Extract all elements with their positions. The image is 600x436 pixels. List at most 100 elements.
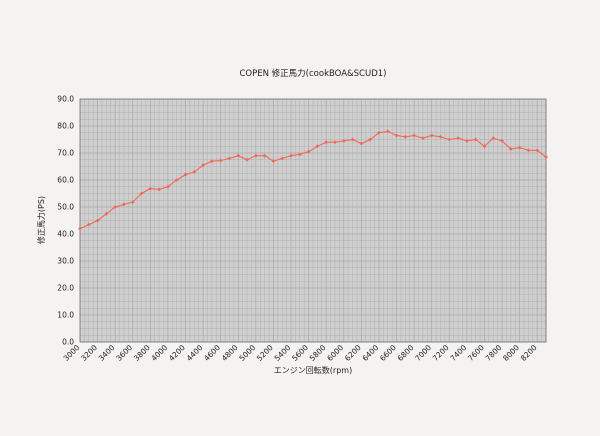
- data-point: [315, 144, 320, 149]
- y-axis-label: 修正馬力(PS): [36, 196, 46, 244]
- series-layer: [78, 129, 548, 231]
- x-tick-labels: 3000320034003600380040004200440046004800…: [62, 343, 539, 363]
- data-point: [139, 191, 144, 196]
- x-tick-label: 6200: [343, 343, 363, 363]
- data-point: [544, 155, 548, 159]
- y-tick-label: 80.0: [57, 122, 74, 131]
- x-tick-label: 6000: [325, 343, 345, 363]
- y-tick-label: 0.0: [62, 338, 74, 347]
- y-tick-label: 60.0: [57, 176, 74, 185]
- data-point: [130, 200, 135, 205]
- x-tick-label: 7200: [431, 343, 451, 363]
- data-point: [201, 163, 205, 168]
- data-point: [508, 147, 513, 151]
- x-tick-label: 4800: [220, 343, 240, 363]
- x-tick-label: 6600: [378, 343, 398, 363]
- x-tick-label: 5200: [255, 343, 275, 363]
- data-point: [209, 159, 214, 163]
- gridlines: [80, 99, 546, 342]
- x-tick-label: 4000: [149, 343, 169, 363]
- data-point: [359, 141, 364, 146]
- data-point: [333, 140, 337, 145]
- data-point: [157, 187, 162, 192]
- data-point: [297, 152, 302, 157]
- data-point: [253, 153, 258, 158]
- data-point: [517, 145, 522, 150]
- data-point: [368, 137, 373, 142]
- data-point: [113, 205, 118, 209]
- data-point: [86, 222, 91, 227]
- data-point: [473, 137, 478, 142]
- data-point: [350, 137, 355, 142]
- data-point: [412, 133, 417, 138]
- data-point: [421, 136, 425, 141]
- x-tick-label: 7400: [448, 343, 468, 363]
- x-tick-label: 3600: [114, 343, 134, 363]
- data-point: [456, 136, 460, 141]
- data-point: [192, 170, 197, 174]
- data-point: [104, 211, 109, 216]
- x-tick-label: 4600: [202, 343, 222, 363]
- y-tick-label: 40.0: [57, 230, 74, 239]
- y-tick-label: 20.0: [57, 284, 74, 293]
- data-point: [482, 144, 487, 149]
- y-tick-label: 70.0: [57, 149, 74, 158]
- data-point: [271, 159, 276, 163]
- data-point: [385, 129, 390, 134]
- x-tick-label: 5600: [290, 343, 310, 363]
- data-point: [148, 186, 153, 191]
- x-tick-label: 5000: [237, 343, 257, 363]
- data-point: [78, 226, 82, 231]
- data-point: [500, 138, 504, 143]
- data-point: [218, 158, 223, 163]
- x-tick-label: 4200: [167, 343, 187, 363]
- x-tick-label: 3800: [132, 343, 152, 363]
- x-tick-label: 7000: [413, 343, 433, 363]
- data-point: [183, 172, 188, 177]
- data-point: [95, 218, 100, 223]
- y-tick-label: 10.0: [57, 311, 74, 320]
- data-point: [377, 130, 381, 135]
- x-tick-label: 3400: [97, 343, 117, 363]
- data-point: [438, 134, 443, 139]
- y-tick-label: 90.0: [57, 95, 74, 104]
- data-point: [429, 133, 434, 138]
- data-point: [174, 178, 179, 182]
- data-point: [447, 137, 452, 142]
- data-point: [280, 156, 285, 161]
- data-point: [262, 153, 267, 158]
- y-tick-label: 30.0: [57, 257, 74, 266]
- x-tick-label: 7800: [484, 343, 504, 363]
- plot-border: [79, 98, 547, 343]
- data-point: [526, 148, 531, 153]
- data-point: [535, 148, 540, 153]
- y-tick-label: 50.0: [57, 203, 74, 212]
- data-point: [341, 138, 346, 143]
- x-tick-label: 5400: [273, 343, 293, 363]
- data-point: [289, 153, 293, 158]
- data-point: [236, 153, 241, 158]
- x-tick-label: 6800: [396, 343, 416, 363]
- x-tick-label: 8000: [501, 343, 521, 363]
- data-point: [394, 133, 399, 138]
- data-point: [227, 156, 232, 161]
- x-tick-label: 3200: [79, 343, 99, 363]
- data-point: [245, 157, 249, 162]
- data-point: [324, 140, 329, 145]
- x-tick-label: 7600: [466, 343, 486, 363]
- x-axis-label: エンジン回転数(rpm): [274, 365, 352, 375]
- data-point: [491, 136, 496, 141]
- data-point: [122, 202, 126, 207]
- data-point: [166, 184, 170, 189]
- x-tick-label: 8200: [519, 343, 539, 363]
- chart-title: COPEN 修正馬力(cookBOA&SCUD1): [240, 68, 387, 79]
- x-tick-label: 6400: [360, 343, 380, 363]
- data-point: [306, 149, 311, 154]
- x-tick-label: 4400: [185, 343, 205, 363]
- data-point: [403, 134, 408, 139]
- y-tick-labels: 0.0 10.0 20.0 30.0 40.0 50.0 60.0 70.0 80.0 90.0: [57, 95, 74, 347]
- data-point: [464, 138, 469, 143]
- x-tick-label: 5800: [308, 343, 328, 363]
